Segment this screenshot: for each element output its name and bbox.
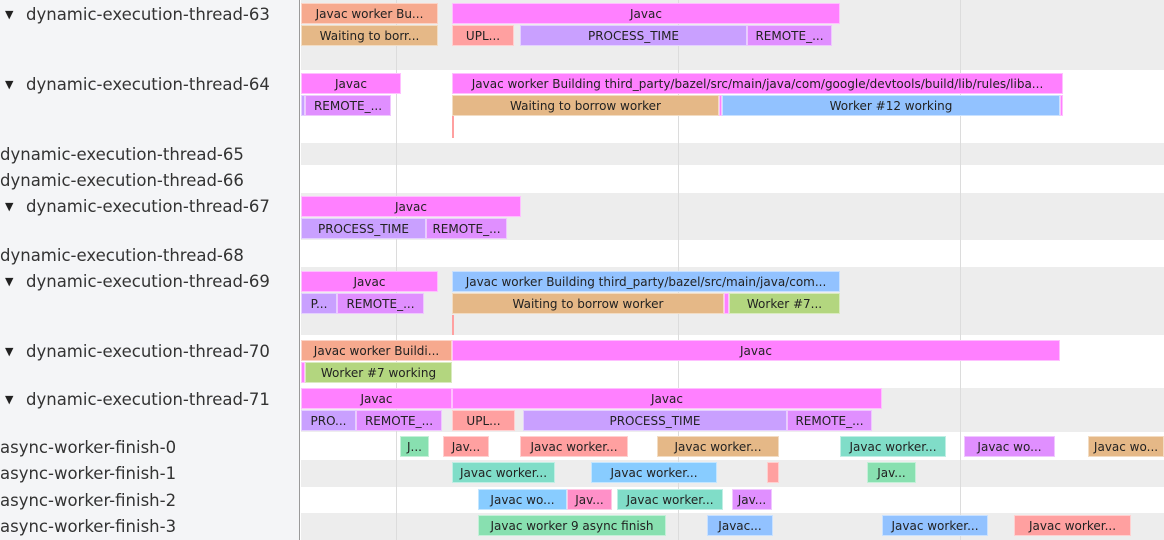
track-row [301,143,1164,165]
track-name[interactable]: async-worker-finish-3 [0,517,177,536]
track-name[interactable]: async-worker-finish-1 [0,464,177,483]
gridline [960,0,961,540]
trace-slice[interactable]: Javac worker... [520,436,628,457]
trace-slice[interactable]: Javac worker... [1014,515,1131,536]
trace-slice[interactable]: Javac [301,271,438,292]
trace-slice[interactable]: J... [400,436,429,457]
trace-slice[interactable]: PROCESS_TIME [520,25,747,46]
trace-slice[interactable]: PROCESS_TIME [523,410,787,431]
trace-slice[interactable]: Javac [452,388,882,409]
triangle-down-icon[interactable]: ▼ [5,78,14,91]
trace-slice[interactable]: Javac worker... [657,436,779,457]
trace-slice[interactable] [301,95,305,116]
trace-slice[interactable]: REMOTE_... [356,410,442,431]
trace-slice[interactable]: Jav... [443,436,489,457]
trace-slice[interactable]: Javac [301,388,452,409]
trace-slice[interactable]: PROCESS_TIME [301,218,426,239]
timeline-tracks[interactable]: Javac worker Bu... Javac Waiting to borr..… [301,0,1164,540]
trace-slice[interactable]: Javac wo... [964,436,1055,457]
trace-slice[interactable]: Worker #12 working [722,95,1060,116]
trace-slice[interactable]: Javac [452,340,1060,361]
track-row [301,165,1164,193]
track-name[interactable]: dynamic-execution-thread-68 [0,246,244,265]
trace-slice[interactable]: Javac wo... [1088,436,1164,457]
track-name[interactable]: dynamic-execution-thread-63 [26,5,270,24]
track-name[interactable]: async-worker-finish-0 [0,438,177,457]
trace-slice[interactable]: PRO... [301,410,356,431]
trace-slice[interactable]: Waiting to borrow worker [452,293,724,314]
trace-slice[interactable] [1060,95,1063,116]
trace-slice[interactable]: Jav... [567,489,612,510]
trace-slice[interactable]: Javac worker Buildi... [301,340,452,361]
track-name[interactable]: dynamic-execution-thread-71 [26,390,270,409]
track-name[interactable]: async-worker-finish-2 [0,491,177,510]
trace-slice[interactable]: Javac wo... [478,489,567,510]
track-names-panel: ▼ dynamic-execution-thread-63 ▼ dynamic-exe… [0,0,300,540]
trace-slice[interactable] [719,95,722,116]
trace-slice[interactable]: Waiting to borr... [301,25,438,46]
trace-slice[interactable]: REMOTE_... [787,410,872,431]
trace-slice[interactable]: Javac worker... [617,489,723,510]
trace-slice[interactable]: Worker #7... [729,293,840,314]
trace-slice[interactable]: Javac worker Building third_party/bazel/… [452,271,840,292]
trace-slice[interactable]: REMOTE_... [337,293,424,314]
track-name[interactable]: dynamic-execution-thread-65 [0,145,244,164]
trace-slice[interactable]: REMOTE_... [305,95,391,116]
triangle-down-icon[interactable]: ▼ [5,393,14,406]
trace-slice[interactable]: Javac... [707,515,773,536]
trace-slice[interactable]: UPL... [452,25,514,46]
triangle-down-icon[interactable]: ▼ [5,8,14,21]
trace-slice[interactable]: Javac [301,73,401,94]
track-name[interactable]: dynamic-execution-thread-70 [26,342,270,361]
trace-slice[interactable]: REMOTE_... [747,25,832,46]
gridline [396,0,397,540]
trace-slice[interactable] [301,362,305,383]
trace-slice[interactable]: Javac worker... [591,462,717,483]
trace-slice[interactable]: REMOTE_... [426,218,507,239]
triangle-down-icon[interactable]: ▼ [5,200,14,213]
trace-slice[interactable]: P... [301,293,337,314]
flow-marker [452,315,454,335]
gridline [678,0,679,540]
triangle-down-icon[interactable]: ▼ [5,275,14,288]
trace-slice[interactable]: UPL... [452,410,515,431]
trace-slice[interactable]: Javac worker... [882,515,988,536]
trace-slice[interactable]: Jav... [867,462,916,483]
trace-slice[interactable]: Javac worker Building third_party/bazel/… [452,73,1063,94]
trace-slice[interactable]: Jav... [732,489,772,510]
trace-slice[interactable]: Javac worker... [840,436,946,457]
track-name[interactable]: dynamic-execution-thread-67 [26,197,270,216]
track-row [301,460,1164,487]
trace-slice[interactable]: Javac worker... [452,462,555,483]
track-row [301,240,1164,267]
trace-slice[interactable]: Waiting to borrow worker [452,95,719,116]
track-name[interactable]: dynamic-execution-thread-64 [26,75,270,94]
track-name[interactable]: dynamic-execution-thread-66 [0,171,244,190]
trace-slice[interactable]: Javac [301,196,521,217]
trace-slice[interactable] [767,462,779,483]
trace-slice[interactable] [724,293,729,314]
trace-slice[interactable]: Javac worker 9 async finish [478,515,666,536]
flow-marker [452,116,454,138]
triangle-down-icon[interactable]: ▼ [5,345,14,358]
trace-slice[interactable]: Javac [452,3,840,24]
track-name[interactable]: dynamic-execution-thread-69 [26,272,270,291]
trace-slice[interactable]: Javac worker Bu... [301,3,438,24]
trace-slice[interactable]: Worker #7 working [305,362,452,383]
